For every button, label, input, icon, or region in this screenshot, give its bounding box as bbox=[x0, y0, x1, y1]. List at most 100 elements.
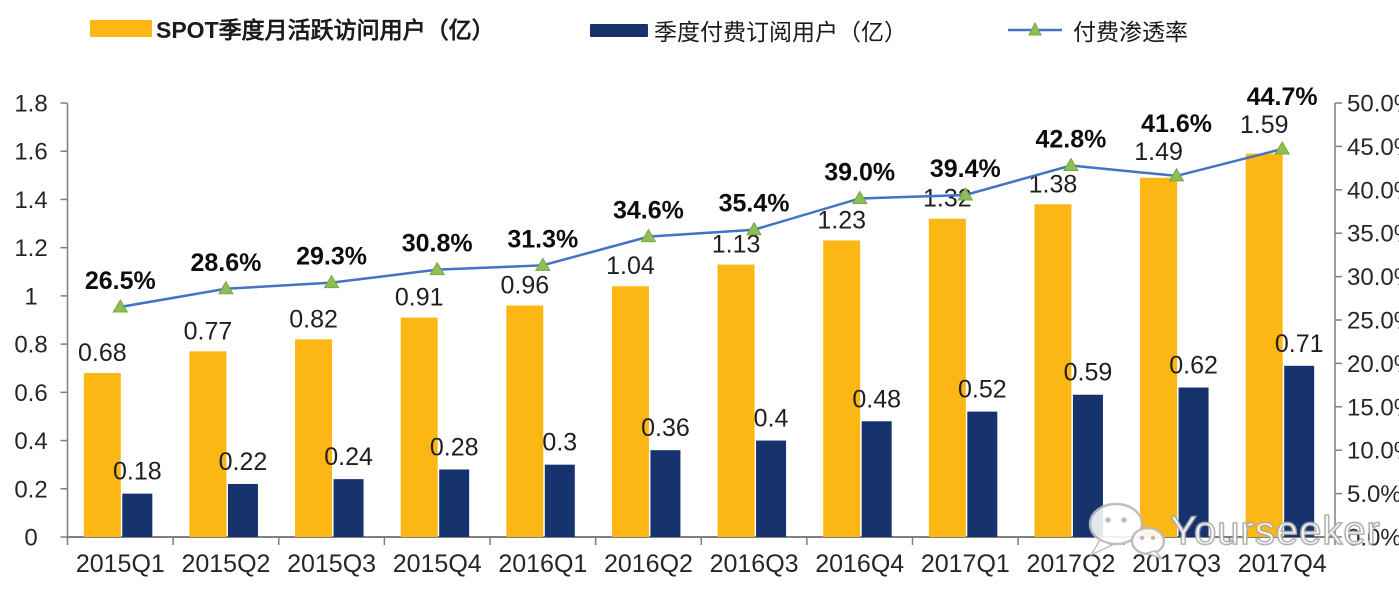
subs-value-label: 0.4 bbox=[754, 405, 789, 433]
legend-label-subs: 季度付费订阅用户（亿） bbox=[654, 19, 907, 45]
left-axis-tick-label: 1.6 bbox=[14, 139, 47, 166]
left-axis-tick-label: 0.8 bbox=[14, 332, 47, 359]
watermark-text: Yourseeker bbox=[1169, 508, 1381, 554]
subs-value-label: 0.3 bbox=[542, 429, 577, 457]
subs-bar bbox=[1284, 365, 1315, 537]
penetration-label: 34.6% bbox=[613, 197, 684, 225]
mau-value-label: 0.82 bbox=[289, 305, 338, 333]
penetration-label: 30.8% bbox=[402, 230, 473, 258]
penetration-marker bbox=[429, 261, 446, 276]
legend-label-mau: SPOT季度月活跃访问用户（亿） bbox=[156, 17, 495, 43]
subs-value-label: 0.48 bbox=[852, 385, 901, 413]
legend-swatch-mau bbox=[90, 19, 152, 37]
left-axis-tick-label: 1 bbox=[24, 283, 37, 310]
mau-bar bbox=[611, 286, 649, 537]
subs-bar bbox=[439, 469, 470, 537]
subs-value-label: 0.71 bbox=[1275, 330, 1324, 358]
mau-bar bbox=[823, 240, 861, 537]
legend-label-penetration: 付费渗透率 bbox=[1073, 19, 1188, 45]
penetration-line bbox=[120, 147, 1283, 309]
penetration-label: 35.4% bbox=[719, 190, 790, 218]
legend-triangle bbox=[1028, 21, 1042, 36]
penetration-marker bbox=[534, 257, 551, 271]
right-axis-tick-label: 45.0% bbox=[1347, 134, 1399, 161]
subs-bar bbox=[1178, 387, 1209, 537]
x-axis-label: 2015Q2 bbox=[181, 550, 270, 578]
mau-value-label: 0.68 bbox=[78, 339, 127, 367]
mau-bar bbox=[506, 305, 544, 537]
subs-bar bbox=[122, 493, 153, 537]
right-axis-tick-label: 10.0% bbox=[1347, 438, 1399, 465]
subs-value-label: 0.36 bbox=[641, 414, 690, 442]
legend-item-subs: 季度付费订阅用户（亿） bbox=[590, 15, 907, 45]
right-axis-tick-label: 0.0% bbox=[1347, 525, 1399, 552]
legend-line-marker bbox=[1008, 21, 1062, 36]
subs-bar bbox=[544, 464, 575, 537]
mau-value-label: 0.77 bbox=[184, 317, 233, 345]
subs-bar bbox=[650, 450, 681, 537]
right-axis-tick-label: 35.0% bbox=[1347, 221, 1399, 248]
mau-value-label: 0.96 bbox=[500, 272, 549, 300]
left-axis-tick-label: 1.8 bbox=[14, 91, 47, 118]
left-axis-tick-label: 1.4 bbox=[14, 187, 47, 214]
x-axis-label: 2015Q3 bbox=[287, 550, 376, 578]
subs-value-label: 0.24 bbox=[324, 443, 373, 471]
penetration-label: 26.5% bbox=[85, 267, 156, 295]
penetration-marker bbox=[640, 228, 657, 243]
x-axis-label: 2017Q1 bbox=[921, 550, 1010, 578]
penetration-label: 44.7% bbox=[1247, 83, 1318, 111]
mau-bar bbox=[717, 264, 755, 537]
x-axis-label: 2016Q4 bbox=[815, 550, 904, 578]
legend-swatch-subs bbox=[590, 23, 648, 37]
mau-bar bbox=[400, 317, 438, 537]
subs-value-label: 0.22 bbox=[219, 448, 268, 476]
penetration-marker bbox=[957, 187, 974, 201]
subs-bar bbox=[333, 479, 364, 537]
subs-value-label: 0.59 bbox=[1064, 359, 1113, 387]
subs-value-label: 0.62 bbox=[1169, 352, 1218, 380]
mau-value-label: 1.49 bbox=[1134, 138, 1183, 166]
penetration-label: 28.6% bbox=[190, 249, 261, 277]
mau-bar bbox=[928, 218, 966, 537]
left-axis-tick-label: 1.2 bbox=[14, 235, 47, 262]
mau-bar bbox=[189, 351, 227, 537]
penetration-marker bbox=[218, 280, 234, 295]
left-axis-tick-label: 0 bbox=[24, 525, 37, 552]
penetration-marker bbox=[1168, 167, 1185, 182]
subs-value-label: 0.18 bbox=[113, 458, 162, 486]
mau-value-label: 1.23 bbox=[817, 206, 866, 234]
legend-item-mau: SPOT季度月活跃访问用户（亿） bbox=[90, 13, 495, 43]
subs-value-label: 0.52 bbox=[958, 376, 1007, 404]
subs-bar bbox=[861, 421, 892, 537]
subs-bar bbox=[756, 440, 787, 537]
x-axis-label: 2015Q4 bbox=[393, 550, 482, 578]
right-axis-tick-label: 15.0% bbox=[1347, 394, 1399, 421]
penetration-marker bbox=[323, 274, 340, 289]
penetration-label: 31.3% bbox=[507, 225, 578, 253]
left-axis-tick-label: 0.6 bbox=[14, 380, 47, 407]
penetration-marker bbox=[112, 298, 129, 313]
mau-value-label: 1.59 bbox=[1240, 111, 1289, 139]
penetration-marker bbox=[851, 190, 868, 204]
left-axis-tick-label: 0.4 bbox=[14, 428, 47, 455]
mau-bar bbox=[1245, 153, 1283, 537]
mau-bar bbox=[1034, 204, 1072, 537]
subs-value-label: 0.28 bbox=[430, 433, 479, 461]
x-axis-label: 2016Q3 bbox=[710, 550, 799, 578]
right-axis-tick-label: 30.0% bbox=[1347, 264, 1399, 291]
x-axis-label: 2016Q1 bbox=[498, 550, 587, 578]
penetration-marker bbox=[1063, 157, 1079, 171]
legend-item-penetration: 付费渗透率 bbox=[1007, 15, 1188, 45]
penetration-label: 39.0% bbox=[824, 158, 895, 186]
mau-bar bbox=[1140, 177, 1178, 537]
x-axis-label: 2016Q2 bbox=[604, 550, 693, 578]
right-axis-tick-label: 20.0% bbox=[1347, 351, 1399, 378]
mau-bar bbox=[83, 373, 121, 537]
penetration-label: 42.8% bbox=[1035, 125, 1106, 153]
wechat-icon bbox=[1088, 502, 1166, 560]
x-axis-label: 2017Q2 bbox=[1026, 550, 1115, 578]
x-axis-label: 2015Q1 bbox=[76, 550, 165, 578]
right-axis-tick-label: 50.0% bbox=[1347, 91, 1399, 118]
penetration-label: 39.4% bbox=[930, 155, 1001, 183]
